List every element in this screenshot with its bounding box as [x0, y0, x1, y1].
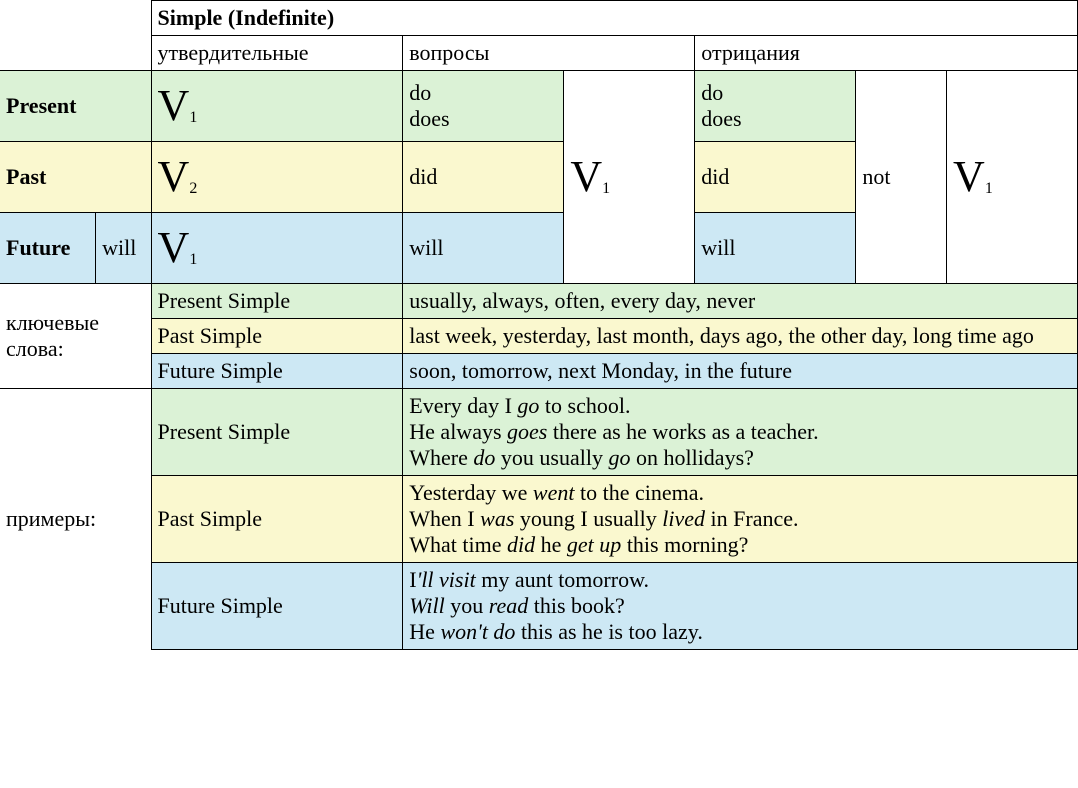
- neg-past-aux: did: [695, 142, 856, 213]
- keywords-row-past: Past Simple last week, yesterday, last m…: [0, 319, 1078, 354]
- label-future: Future: [0, 213, 96, 284]
- keywords-row-future: Future Simple soon, tomorrow, next Monda…: [0, 354, 1078, 389]
- keywords-future-label: Future Simple: [151, 354, 403, 389]
- quest-past-aux: did: [403, 142, 564, 213]
- neg-not: not: [856, 71, 947, 284]
- examples-past-text: Yesterday we went to the cinema.When I w…: [403, 476, 1078, 563]
- future-will: will: [96, 213, 151, 284]
- quest-future-aux: will: [403, 213, 564, 284]
- keywords-present-words: usually, always, often, every day, never: [403, 284, 1078, 319]
- examples-past-label: Past Simple: [151, 476, 403, 563]
- examples-future-label: Future Simple: [151, 563, 403, 650]
- col-affirm: утвердительные: [151, 36, 403, 71]
- examples-row-future: Future Simple I'll visit my aunt tomorro…: [0, 563, 1078, 650]
- neg-future-aux: will: [695, 213, 856, 284]
- header-row-title: Simple (Indefinite): [0, 1, 1078, 36]
- keywords-past-label: Past Simple: [151, 319, 403, 354]
- affirm-future: V1: [151, 213, 403, 284]
- label-past: Past: [0, 142, 151, 213]
- affirm-past: V2: [151, 142, 403, 213]
- examples-present-text: Every day I go to school.He always goes …: [403, 389, 1078, 476]
- keywords-future-words: soon, tomorrow, next Monday, in the futu…: [403, 354, 1078, 389]
- quest-present-aux: dodoes: [403, 71, 564, 142]
- col-neg: отрицания: [695, 36, 1078, 71]
- tense-table: Simple (Indefinite) утвердительные вопро…: [0, 0, 1078, 650]
- keywords-present-label: Present Simple: [151, 284, 403, 319]
- col-quest: вопросы: [403, 36, 695, 71]
- examples-row-present: примеры: Present Simple Every day I go t…: [0, 389, 1078, 476]
- neg-v: V1: [947, 71, 1078, 284]
- row-present: Present V1 dodoes V1 dodoes not V1: [0, 71, 1078, 142]
- keywords-label: ключевые слова:: [0, 284, 151, 389]
- quest-v: V1: [564, 71, 695, 284]
- examples-present-label: Present Simple: [151, 389, 403, 476]
- examples-row-past: Past Simple Yesterday we went to the cin…: [0, 476, 1078, 563]
- header-row-cols: утвердительные вопросы отрицания: [0, 36, 1078, 71]
- examples-future-text: I'll visit my aunt tomorrow.Will you rea…: [403, 563, 1078, 650]
- affirm-present: V1: [151, 71, 403, 142]
- examples-label: примеры:: [0, 389, 151, 650]
- neg-present-aux: dodoes: [695, 71, 856, 142]
- keywords-past-words: last week, yesterday, last month, days a…: [403, 319, 1078, 354]
- label-present: Present: [0, 71, 151, 142]
- blank-corner: [0, 1, 151, 36]
- header-title: Simple (Indefinite): [151, 1, 1077, 36]
- keywords-row-present: ключевые слова: Present Simple usually, …: [0, 284, 1078, 319]
- blank-corner-2: [0, 36, 151, 71]
